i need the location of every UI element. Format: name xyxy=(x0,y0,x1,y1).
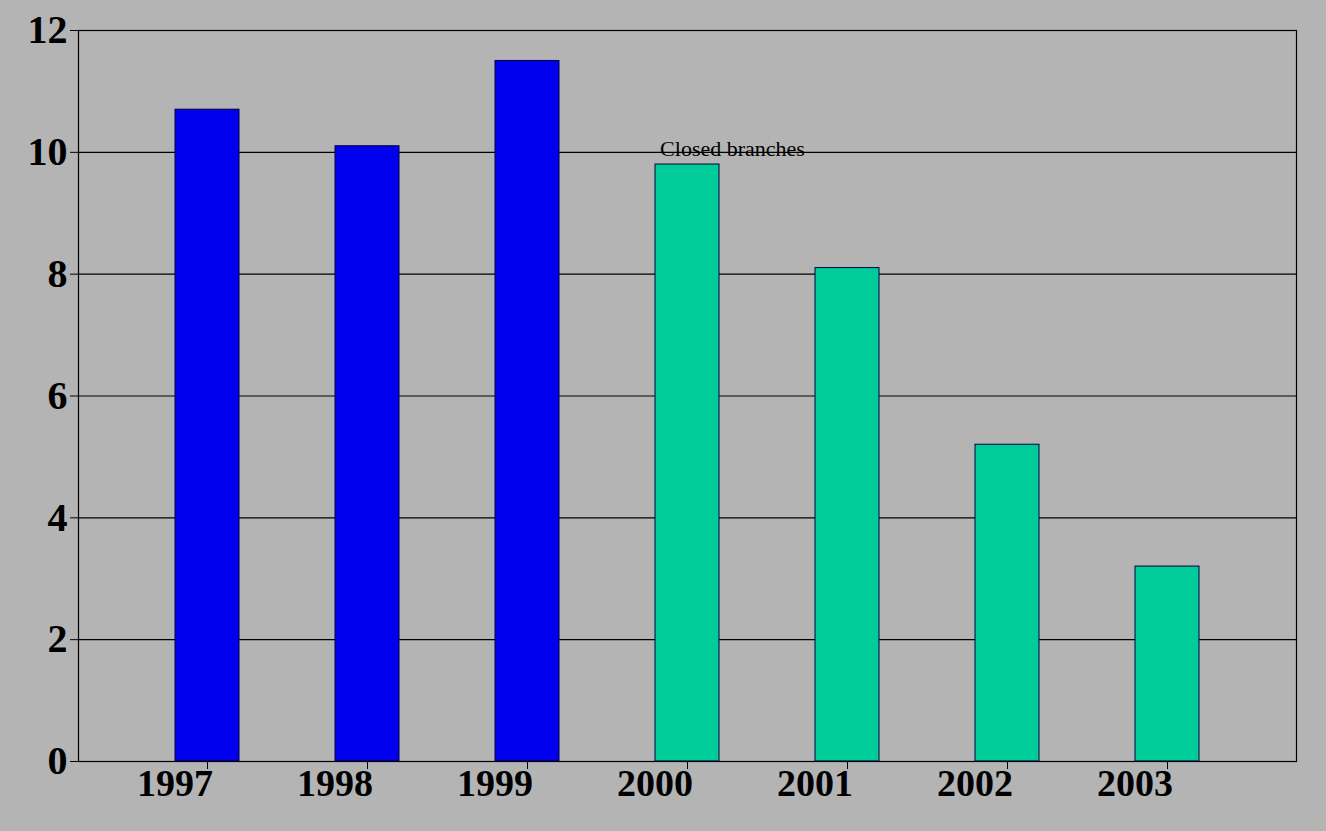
svg-text:6: 6 xyxy=(48,373,68,418)
svg-text:2003: 2003 xyxy=(1097,762,1173,804)
svg-text:2001: 2001 xyxy=(777,762,853,804)
svg-text:8: 8 xyxy=(48,251,68,296)
svg-text:1997: 1997 xyxy=(137,762,213,804)
svg-text:Closed branches: Closed branches xyxy=(660,136,805,161)
svg-text:1998: 1998 xyxy=(297,762,373,804)
svg-text:2000: 2000 xyxy=(617,762,693,804)
svg-text:10: 10 xyxy=(28,129,68,174)
svg-text:12: 12 xyxy=(28,7,68,52)
svg-text:2: 2 xyxy=(48,616,68,661)
svg-text:0: 0 xyxy=(48,738,68,783)
svg-text:4: 4 xyxy=(48,495,68,540)
svg-text:2002: 2002 xyxy=(937,762,1013,804)
svg-text:1999: 1999 xyxy=(457,762,533,804)
